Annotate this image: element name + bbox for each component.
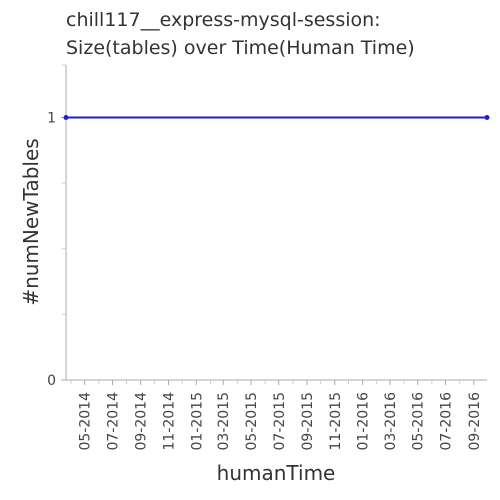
x-axis-label: humanTime xyxy=(217,461,336,485)
x-tick-label: 07-2015 xyxy=(272,392,288,451)
y-tick-0: 0 xyxy=(47,373,66,389)
x-tick-label: 07-2016 xyxy=(439,392,455,451)
chart-title: chill117__express-mysql-session: Size(ta… xyxy=(66,6,415,62)
x-tick-label: 11-2014 xyxy=(162,392,178,451)
y-tick-label: 1 xyxy=(47,111,56,127)
x-tick-07-2015: 07-2015 xyxy=(272,380,288,451)
x-tick-09-2015: 09-2015 xyxy=(300,380,316,451)
x-tick-09-2014: 09-2014 xyxy=(134,380,150,451)
y-tick-1: 1 xyxy=(47,111,66,127)
x-tick-label: 05-2014 xyxy=(78,392,94,451)
x-tick-label: 01-2016 xyxy=(356,392,372,451)
y-minor-ticks xyxy=(62,64,66,315)
y-tick-label: 0 xyxy=(47,373,56,389)
x-tick-label: 05-2015 xyxy=(244,392,260,451)
x-tick-label: 09-2016 xyxy=(467,392,483,451)
data-point-1 xyxy=(484,115,490,120)
x-tick-07-2016: 07-2016 xyxy=(439,380,455,451)
x-tick-label: 01-2015 xyxy=(189,392,205,451)
x-tick-label: 03-2015 xyxy=(216,392,232,451)
x-tick-07-2014: 07-2014 xyxy=(105,380,121,451)
x-tick-09-2016: 09-2016 xyxy=(467,380,483,451)
chart-title-line-1: chill117__express-mysql-session: xyxy=(66,9,381,31)
y-axis-ticks: 01 xyxy=(47,111,66,389)
x-tick-03-2015: 03-2015 xyxy=(216,380,232,451)
x-tick-label: 11-2015 xyxy=(328,392,344,451)
x-tick-label: 07-2014 xyxy=(105,392,121,451)
x-tick-05-2015: 05-2015 xyxy=(244,380,260,451)
x-tick-11-2015: 11-2015 xyxy=(328,380,344,451)
x-tick-label: 03-2016 xyxy=(383,392,399,451)
x-tick-01-2016: 01-2016 xyxy=(356,380,372,451)
series-group xyxy=(63,115,490,120)
x-tick-03-2016: 03-2016 xyxy=(383,380,399,451)
x-tick-05-2016: 05-2016 xyxy=(411,380,427,451)
x-tick-label: 09-2015 xyxy=(300,392,316,451)
x-tick-label: 05-2016 xyxy=(411,392,427,451)
x-tick-05-2014: 05-2014 xyxy=(78,380,94,451)
x-axis-ticks: 05-2014 07-2014 09-2014 11-2014 01-2015 03-20… xyxy=(70,380,483,451)
x-tick-01-2015: 01-2015 xyxy=(189,380,205,451)
chart-title-line-2: Size(tables) over Time(Human Time) xyxy=(66,37,415,59)
x-tick-11-2014: 11-2014 xyxy=(162,380,178,451)
y-axis-label: #numNewTables xyxy=(19,138,43,305)
data-point-0 xyxy=(63,115,69,120)
x-tick-label: 09-2014 xyxy=(134,392,150,451)
